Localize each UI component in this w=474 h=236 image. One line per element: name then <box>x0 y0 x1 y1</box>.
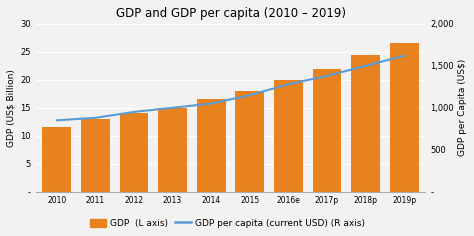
Legend: GDP  (L axis), GDP per capita (current USD) (R axis): GDP (L axis), GDP per capita (current US… <box>86 215 369 232</box>
Bar <box>274 80 303 192</box>
Bar <box>390 43 419 192</box>
Bar <box>197 99 226 192</box>
Y-axis label: GDP (US$ Billion): GDP (US$ Billion) <box>7 69 16 147</box>
Title: GDP and GDP per capita (2010 – 2019): GDP and GDP per capita (2010 – 2019) <box>116 7 346 20</box>
Bar <box>312 69 341 192</box>
Bar <box>235 91 264 192</box>
Bar <box>351 55 380 192</box>
Bar <box>158 108 187 192</box>
Bar <box>119 113 148 192</box>
Bar <box>42 127 71 192</box>
Bar <box>81 119 110 192</box>
Y-axis label: GDP per Capita (US$): GDP per Capita (US$) <box>458 59 467 156</box>
